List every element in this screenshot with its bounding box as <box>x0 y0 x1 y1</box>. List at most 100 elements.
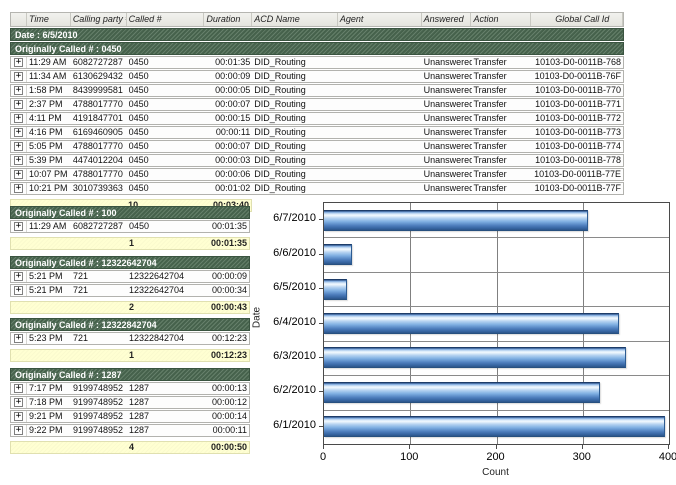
expand-icon[interactable]: + <box>13 113 23 123</box>
cell-duration: 00:12:23 <box>211 333 247 343</box>
x-tick-label: 0 <box>319 451 327 463</box>
table-row[interactable]: +7:17 PM 9199748952 1287 00:00:13 <box>10 382 250 395</box>
expand-icon[interactable]: + <box>14 397 23 407</box>
x-axis-tick <box>495 445 497 449</box>
header-cell-global_id[interactable]: Global Call Id <box>531 13 623 26</box>
expander-cell: + <box>11 169 27 180</box>
table-row[interactable]: +5:39 PM 4474012204 0450 00:00:03 DID_Routin… <box>10 154 624 167</box>
cell-calling: 3010739363 <box>72 183 123 193</box>
expand-icon[interactable]: + <box>13 99 23 109</box>
cell-calling: 9199748952 <box>73 411 124 421</box>
y-axis-tick <box>319 288 324 289</box>
bar-6/6/2010[interactable] <box>324 244 352 265</box>
table-row[interactable]: +11:29 AM 6082727287 0450 00:01:35 <box>10 220 250 233</box>
bar-6/7/2010[interactable] <box>324 210 588 231</box>
expander-cell: + <box>11 127 27 138</box>
x-tick-label: 400 <box>658 451 676 463</box>
call-group-section: Originally Called # : 1287 +7:17 PM 919974… <box>10 367 250 454</box>
cell-acd: DID_Routing <box>254 183 306 193</box>
table-row[interactable]: +11:34 AM 6130629432 0450 00:00:09 DID_Routi… <box>10 70 624 83</box>
cell-time: 5:23 PM <box>29 333 63 343</box>
bar-6/1/2010[interactable] <box>324 416 665 437</box>
expand-icon[interactable]: + <box>13 127 23 137</box>
table-row[interactable]: +2:37 PM 4788017770 0450 00:00:07 DID_Routin… <box>10 98 624 111</box>
expand-icon[interactable]: + <box>14 411 23 421</box>
summary-row: 1 00:01:35 <box>10 237 250 250</box>
cell-called: 0450 <box>129 221 150 231</box>
header-cell-called[interactable]: Called # <box>127 13 205 26</box>
header-cell-answered[interactable]: Answered <box>422 13 472 26</box>
expander-cell: + <box>11 397 27 408</box>
x-axis-tick <box>581 445 583 449</box>
header-cell-acd[interactable]: ACD Name <box>252 13 338 26</box>
expand-icon[interactable]: + <box>14 271 23 281</box>
bar-6/3/2010[interactable] <box>324 347 626 368</box>
cell-duration: 00:00:11 <box>215 127 251 137</box>
table-row[interactable]: +5:21 PM 721 12322642704 00:00:09 <box>10 270 250 283</box>
expand-icon[interactable]: + <box>14 221 23 231</box>
expand-icon[interactable]: + <box>13 169 23 179</box>
table-row[interactable]: +10:07 PM 4788017770 0450 00:00:06 DID_Routi… <box>10 168 624 181</box>
table-row[interactable]: +10:21 PM 3010739363 0450 00:01:02 DID_Routi… <box>10 182 624 195</box>
expander-cell: + <box>11 155 27 166</box>
cell-global_id: 10103-D0-0011B-778 <box>535 155 621 165</box>
cell-duration: 00:00:11 <box>212 425 247 435</box>
table-row[interactable]: +9:21 PM 9199748952 1287 00:00:14 <box>10 410 250 423</box>
cell-acd: DID_Routing <box>254 57 306 67</box>
expand-icon[interactable]: + <box>13 183 23 193</box>
expand-icon[interactable]: + <box>13 85 23 95</box>
table-row[interactable]: +5:23 PM 721 12322842704 00:12:23 <box>10 332 250 345</box>
table-row[interactable]: +11:29 AM 6082727287 0450 00:01:35 DID_Routi… <box>10 56 624 69</box>
cell-duration: 00:01:35 <box>215 57 251 67</box>
expand-icon[interactable]: + <box>13 141 23 151</box>
header-cell-action[interactable]: Action <box>471 13 532 26</box>
cell-called: 0450 <box>128 85 149 95</box>
cell-agent <box>338 71 422 82</box>
cell-acd: DID_Routing <box>254 127 306 137</box>
cell-calling: 721 <box>73 271 89 281</box>
cell-duration: 00:00:15 <box>215 113 251 123</box>
row-separator-line <box>324 410 669 411</box>
bar-6/5/2010[interactable] <box>324 279 347 300</box>
summary-spacer <box>11 442 27 453</box>
chart-plot-area <box>323 202 670 445</box>
expand-icon[interactable]: + <box>14 383 23 393</box>
summary-spacer <box>71 238 127 249</box>
expander-cell: + <box>11 113 27 124</box>
expander-cell: + <box>11 221 27 232</box>
table-row[interactable]: +4:16 PM 6169460905 0450 00:00:11 DID_Routin… <box>10 126 624 139</box>
cell-called: 12322642704 <box>129 285 185 295</box>
header-cell-time[interactable]: Time <box>27 13 71 26</box>
y-category-label: 6/7/2010 <box>273 212 316 224</box>
table-row[interactable]: +5:05 PM 4788017770 0450 00:00:07 DID_Routin… <box>10 140 624 153</box>
table-row[interactable]: +1:58 PM 8439999581 0450 00:00:05 DID_Routin… <box>10 84 624 97</box>
expand-icon[interactable]: + <box>14 425 23 435</box>
group-header: Originally Called # : 0450 <box>10 42 624 55</box>
header-cell-agent[interactable]: Agent <box>338 13 422 26</box>
expand-icon[interactable]: + <box>14 285 23 295</box>
header-cell-calling[interactable]: Calling party # <box>72 13 127 26</box>
table-row[interactable]: +5:21 PM 721 12322642704 00:00:34 <box>10 284 250 297</box>
cell-time: 7:17 PM <box>29 383 63 393</box>
bar-6/4/2010[interactable] <box>324 313 619 334</box>
cell-duration: 00:01:02 <box>215 183 251 193</box>
table-row[interactable]: +4:11 PM 4191847701 0450 00:00:15 DID_Routin… <box>10 112 624 125</box>
summary-count: 1 <box>129 350 135 360</box>
cell-called: 12322842704 <box>129 333 185 343</box>
summary-row: 2 00:00:43 <box>10 301 250 314</box>
cell-agent <box>338 85 422 96</box>
cell-duration: 00:00:07 <box>215 99 251 109</box>
expand-icon[interactable]: + <box>14 333 23 343</box>
bar-6/2/2010[interactable] <box>324 382 600 403</box>
cell-global_id: 10103-D0-0011B-774 <box>535 141 621 151</box>
cell-called: 12322642704 <box>129 271 185 281</box>
expand-icon[interactable]: + <box>13 155 23 165</box>
y-axis-tick <box>319 391 324 392</box>
table-row[interactable]: +9:22 PM 9199748952 1287 00:00:11 <box>10 424 250 437</box>
expand-icon[interactable]: + <box>13 71 23 81</box>
table-row[interactable]: +7:18 PM 9199748952 1287 00:00:12 <box>10 396 250 409</box>
expand-icon[interactable]: + <box>13 57 23 67</box>
cell-duration: 00:00:09 <box>215 71 251 81</box>
header-cell-duration[interactable]: Duration <box>204 13 253 26</box>
cell-agent <box>338 57 422 68</box>
